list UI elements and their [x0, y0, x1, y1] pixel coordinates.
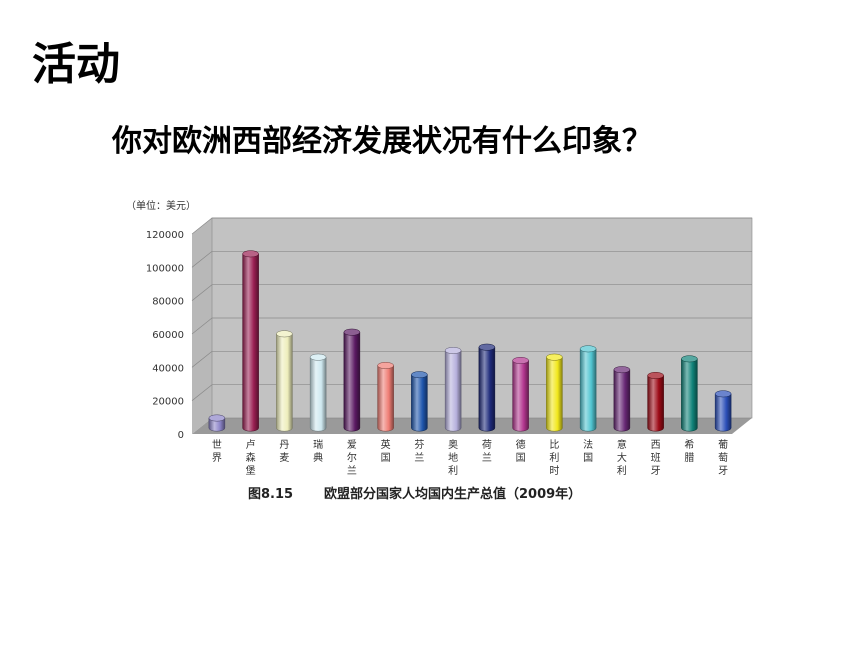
x-tick-label: 堡: [246, 464, 256, 477]
bar-top: [276, 330, 293, 338]
x-tick-label: 奥: [448, 438, 458, 451]
bar-top: [309, 353, 327, 361]
slide-question: 你对欧洲西部经济发展状况有什么印象？: [112, 124, 652, 159]
bar-top: [613, 366, 631, 374]
x-tick-label: 德: [516, 438, 526, 451]
x-tick-label: 瑞: [313, 439, 323, 451]
x-tick-label: 班: [651, 452, 661, 464]
x-tick-label: 森: [246, 451, 256, 464]
x-tick-label: 葡: [718, 438, 728, 451]
bar-top: [377, 362, 394, 369]
x-tick-label: 世: [212, 439, 222, 451]
x-tick-label: 卢: [246, 438, 256, 451]
y-tick-label: 80000: [152, 297, 184, 308]
grid-line: [191, 350, 752, 368]
bar-top: [444, 347, 462, 354]
bar: [681, 358, 698, 432]
unit-label: （单位：美元）: [126, 199, 196, 212]
grid-line: [191, 317, 752, 335]
bar: [343, 331, 361, 432]
x-tick-label: 牙: [651, 465, 661, 477]
bar: [613, 369, 631, 432]
bar: [647, 375, 664, 432]
bar: [546, 356, 563, 432]
chart-floor: [192, 418, 752, 434]
bar-top: [647, 372, 664, 379]
x-tick-label: 英: [381, 438, 391, 451]
x-tick-label: 芬: [414, 439, 424, 451]
bar: [411, 374, 428, 432]
bar-top: [411, 371, 428, 379]
y-tick-label: 20000: [152, 397, 184, 408]
grid-lines: [191, 217, 752, 401]
y-axis-ticks: 0 20000 40000 60000 80000 100000 120000: [146, 230, 184, 441]
x-tick-label: 国: [583, 452, 593, 464]
bar-top: [546, 353, 563, 361]
bar-top: [681, 355, 698, 363]
x-tick-label: 荷: [482, 439, 492, 451]
slide-heading: 活动: [32, 39, 120, 90]
x-tick-label: 国: [381, 452, 391, 464]
bar-top: [579, 345, 597, 353]
y-tick-label: 40000: [152, 363, 184, 374]
bar: [444, 350, 462, 432]
bar-top: [343, 328, 361, 336]
bar-top: [512, 357, 529, 364]
x-tick-label: 利: [549, 452, 559, 464]
x-tick-label: 利: [448, 465, 458, 477]
bar: [579, 348, 597, 432]
chart-title: 欧盟部分国家人均国内生产总值（2009年）: [324, 486, 581, 502]
y-tick-label: 120000: [146, 230, 184, 241]
x-tick-label: 兰: [347, 464, 357, 477]
y-tick-label: 60000: [152, 330, 184, 341]
x-tick-label: 时: [549, 465, 559, 477]
bar-top: [208, 414, 226, 422]
x-tick-label: 大: [617, 451, 627, 464]
bars: [208, 250, 732, 432]
x-tick-label: 麦: [279, 452, 289, 464]
bar: [714, 393, 732, 432]
x-tick-label: 西: [651, 440, 661, 451]
x-tick-label: 国: [516, 452, 526, 464]
figure-label: 图8.15: [248, 487, 293, 502]
bar: [276, 333, 293, 432]
x-tick-label: 萄: [718, 451, 728, 464]
bar: [478, 346, 496, 432]
x-tick-label: 丹: [279, 439, 289, 451]
x-tick-label: 腊: [684, 452, 694, 464]
y-tick-label: 100000: [146, 263, 184, 274]
bar: [242, 253, 259, 432]
bar-top: [714, 390, 732, 398]
bar: [512, 360, 529, 432]
x-tick-label: 法: [583, 438, 593, 451]
grid-line: [191, 284, 752, 301]
bar: [377, 365, 394, 432]
x-tick-label: 意: [617, 438, 627, 451]
x-tick-label: 地: [448, 451, 458, 464]
x-tick-label: 兰: [482, 451, 492, 464]
x-tick-label: 牙: [718, 465, 728, 477]
bar-top: [478, 343, 496, 351]
x-tick-label: 利: [617, 465, 627, 477]
x-tick-label: 希: [684, 438, 694, 451]
x-tick-label: 典: [313, 451, 323, 464]
grid-line: [191, 384, 752, 401]
x-tick-label: 比: [549, 439, 559, 451]
x-tick-label: 兰: [414, 451, 424, 464]
grid-line: [191, 217, 752, 235]
bar: [309, 356, 327, 432]
grid-line: [191, 250, 752, 268]
bar-top: [242, 250, 259, 258]
y-tick-label: 0: [178, 430, 184, 441]
x-tick-label: 界: [212, 452, 222, 464]
x-tick-label: 尔: [347, 451, 357, 464]
bar: [208, 417, 226, 432]
x-tick-label: 爱: [347, 438, 357, 451]
gdp-bar-chart: （单位：美元） 0 20000 40000 60000 80000 100000 12000…: [126, 199, 753, 502]
